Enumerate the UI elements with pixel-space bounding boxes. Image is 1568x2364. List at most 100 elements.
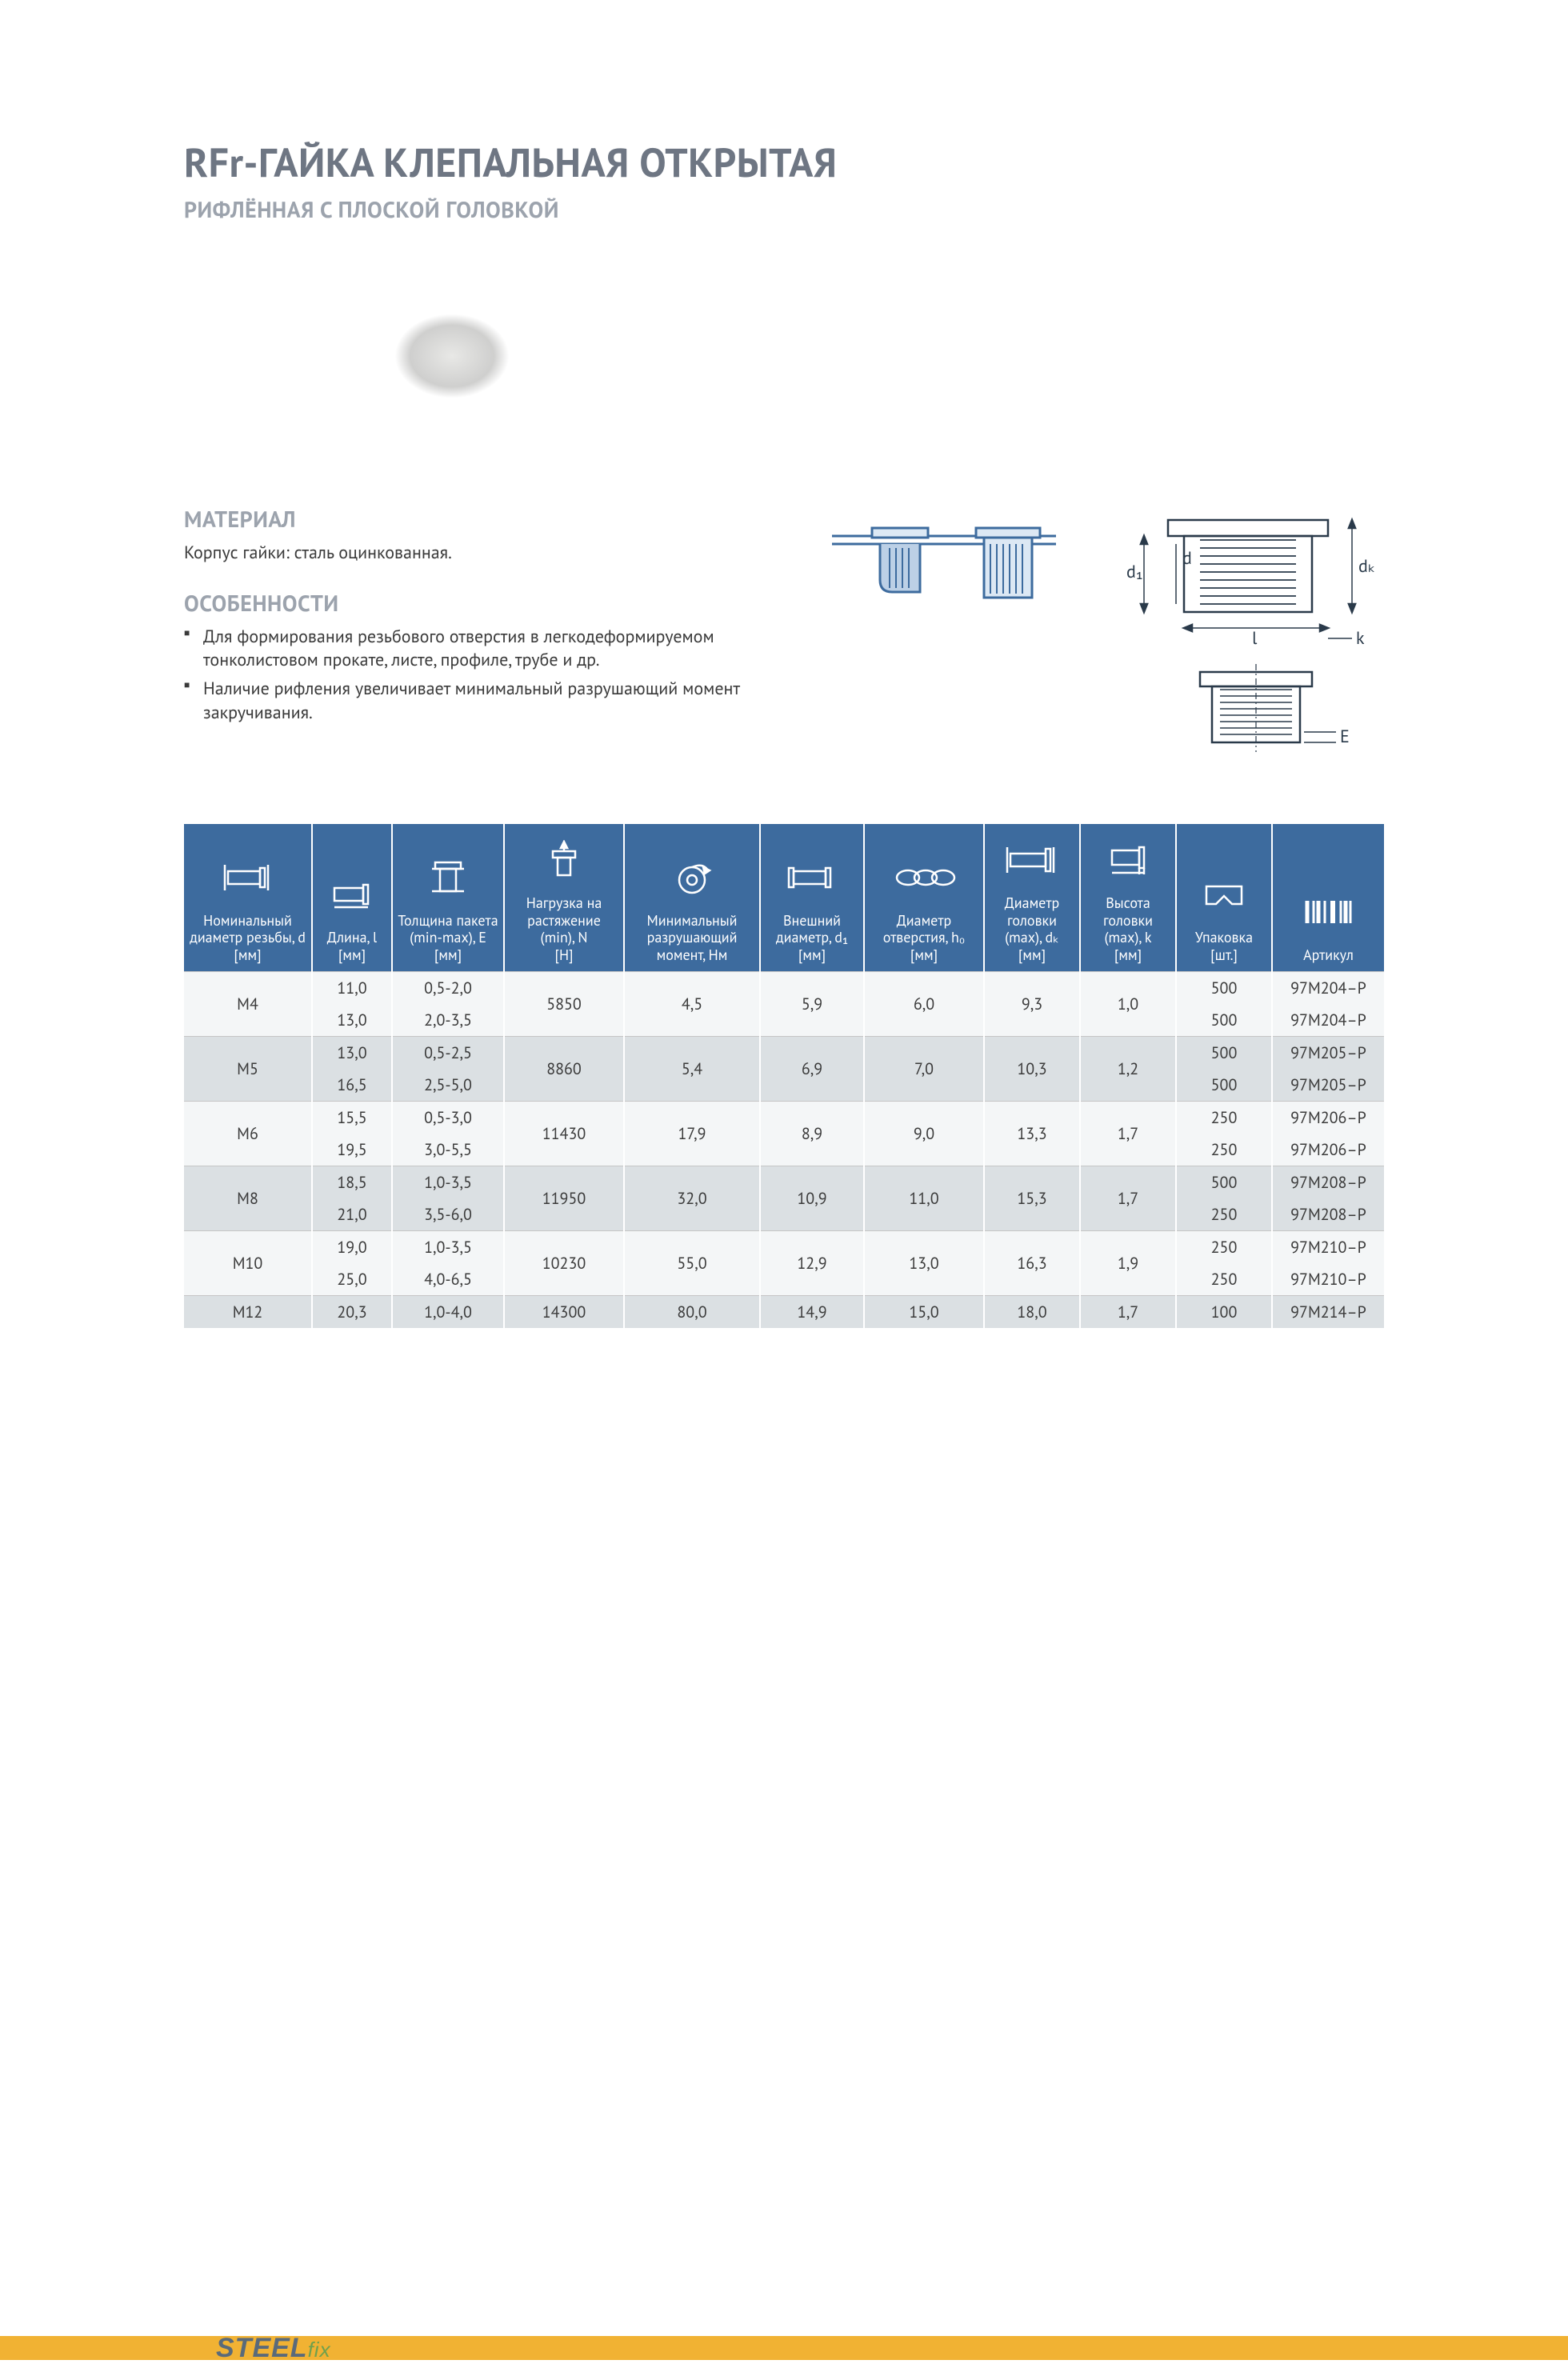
table-cell: 1,0-3,5 — [392, 1166, 504, 1199]
footer-bar: STEELfix — [0, 2336, 1568, 2360]
table-cell: 11950 — [504, 1166, 624, 1231]
table-row: M818,51,0-3,51195032,010,911,015,31,7500… — [184, 1166, 1384, 1199]
table-row: M1019,01,0-3,51023055,012,913,016,31,925… — [184, 1231, 1384, 1264]
table-cell: 11,0 — [864, 1166, 984, 1231]
table-cell: 1,7 — [1080, 1166, 1176, 1231]
table-cell: 19,5 — [312, 1134, 392, 1166]
table-cell: 10230 — [504, 1231, 624, 1296]
table-cell: 97M210–P — [1272, 1231, 1384, 1264]
table-cell: 4,0-6,5 — [392, 1263, 504, 1296]
dim-dk: dₖ — [1358, 555, 1375, 578]
table-header-cell: Артикул — [1272, 824, 1384, 972]
table-cell: 13,3 — [984, 1102, 1080, 1166]
header-icon — [510, 832, 618, 888]
table-cell: 1,0 — [1080, 972, 1176, 1037]
table-cell: 1,0-4,0 — [392, 1296, 504, 1329]
table-cell: 97M205–P — [1272, 1069, 1384, 1102]
table-cell: 17,9 — [624, 1102, 760, 1166]
header-icon — [870, 850, 978, 906]
table-header-cell: Внешний диаметр, d₁ [мм] — [760, 824, 864, 972]
table-cell: 6,0 — [864, 972, 984, 1037]
table-cell: 11430 — [504, 1102, 624, 1166]
table-cell: M12 — [184, 1296, 312, 1329]
table-cell: 0,5-2,0 — [392, 972, 504, 1005]
table-cell: 6,9 — [760, 1037, 864, 1102]
table-body: M411,00,5-2,058504,55,96,09,31,050097M20… — [184, 972, 1384, 1329]
feature-item: Наличие рифления увеличивает минимальный… — [184, 678, 744, 725]
header-icon — [1182, 866, 1266, 922]
table-cell: 8,9 — [760, 1102, 864, 1166]
dim-l: l — [1252, 627, 1258, 650]
header-icon — [318, 866, 386, 922]
table-cell: 0,5-3,0 — [392, 1102, 504, 1134]
table-header-row: Номинальный диаметр резьбы, d [мм]Длина,… — [184, 824, 1384, 972]
header-label: Диаметр головки (max), dₖ [мм] — [990, 894, 1074, 963]
table-cell: 11,0 — [312, 972, 392, 1005]
spec-table: Номинальный диаметр резьбы, d [мм]Длина,… — [184, 824, 1384, 1328]
header-icon — [1278, 884, 1379, 940]
table-cell: 4,5 — [624, 972, 760, 1037]
table-cell: 55,0 — [624, 1231, 760, 1296]
table-cell: 2,0-3,5 — [392, 1004, 504, 1037]
table-header-cell: Толщина пакета (min-max), E [мм] — [392, 824, 504, 972]
header-label: Внешний диаметр, d₁ [мм] — [766, 912, 858, 964]
table-cell: 97M208–P — [1272, 1166, 1384, 1199]
table-cell: 9,3 — [984, 972, 1080, 1037]
table-cell: 10,9 — [760, 1166, 864, 1231]
table-cell: 97M214–P — [1272, 1296, 1384, 1329]
table-cell: 97M205–P — [1272, 1037, 1384, 1070]
table-cell: 14300 — [504, 1296, 624, 1329]
features-list: Для формирования резьбового отверстия в … — [184, 626, 744, 726]
table-header-cell: Высота головки (max), k [мм] — [1080, 824, 1176, 972]
table-cell: 8860 — [504, 1037, 624, 1102]
table-cell: M6 — [184, 1102, 312, 1166]
table-cell: 250 — [1176, 1134, 1272, 1166]
table-row: M411,00,5-2,058504,55,96,09,31,050097M20… — [184, 972, 1384, 1005]
table-cell: 18,0 — [984, 1296, 1080, 1329]
table-cell: 250 — [1176, 1263, 1272, 1296]
table-cell: 1,2 — [1080, 1037, 1176, 1102]
table-cell: 500 — [1176, 1069, 1272, 1102]
table-cell: 250 — [1176, 1102, 1272, 1134]
info-row: МАТЕРИАЛ Корпус гайки: сталь оцинкованна… — [184, 504, 1384, 760]
table-cell: 13,0 — [312, 1037, 392, 1070]
table-cell: 1,7 — [1080, 1102, 1176, 1166]
header-label: Толщина пакета (min-max), E [мм] — [398, 912, 498, 964]
table-row: M1220,31,0-4,01430080,014,915,018,01,710… — [184, 1296, 1384, 1329]
table-cell: 500 — [1176, 1037, 1272, 1070]
table-cell: 1,0-3,5 — [392, 1231, 504, 1264]
feature-item: Для формирования резьбового отверстия в … — [184, 626, 744, 673]
material-text: Корпус гайки: сталь оцинкованная. — [184, 542, 744, 566]
dim-E: E — [1340, 726, 1350, 748]
header-label: Упаковка [шт.] — [1182, 929, 1266, 963]
table-header-cell: Нагрузка на растяжение (min), N [Н] — [504, 824, 624, 972]
table-cell: 97M210–P — [1272, 1263, 1384, 1296]
table-row: M615,50,5-3,01143017,98,99,013,31,725097… — [184, 1102, 1384, 1134]
table-cell: 97M206–P — [1272, 1102, 1384, 1134]
table-cell: M5 — [184, 1037, 312, 1102]
dim-d: d — [1182, 547, 1192, 570]
page-title: RFr-ГАЙКА КЛЕПАЛЬНАЯ ОТКРЫТАЯ — [184, 136, 1384, 188]
header-label: Диаметр отверстия, h₀ [мм] — [870, 912, 978, 964]
table-cell: 500 — [1176, 1166, 1272, 1199]
table-cell: 250 — [1176, 1198, 1272, 1231]
table-cell: 16,3 — [984, 1231, 1080, 1296]
table-cell: 20,3 — [312, 1296, 392, 1329]
table-header-cell: Минимальный разрушающий момент, Нм — [624, 824, 760, 972]
table-cell: 5,4 — [624, 1037, 760, 1102]
table-cell: 97M204–P — [1272, 1004, 1384, 1037]
header-label: Нагрузка на растяжение (min), N [Н] — [510, 894, 618, 963]
table-cell: 0,5-2,5 — [392, 1037, 504, 1070]
header-icon — [766, 850, 858, 906]
header-icon — [990, 832, 1074, 888]
table-cell: 14,9 — [760, 1296, 864, 1329]
table-cell: 19,0 — [312, 1231, 392, 1264]
table-cell: 3,5-6,0 — [392, 1198, 504, 1231]
page: RFr-ГАЙКА КЛЕПАЛЬНАЯ ОТКРЫТАЯ РИФЛЁННАЯ … — [0, 0, 1568, 1376]
table-cell: 97M208–P — [1272, 1198, 1384, 1231]
page-subtitle: РИФЛЁННАЯ С ПЛОСКОЙ ГОЛОВКОЙ — [184, 194, 1384, 224]
table-cell: 18,5 — [312, 1166, 392, 1199]
table-cell: 97M206–P — [1272, 1134, 1384, 1166]
header-icon — [630, 850, 754, 906]
features-heading: ОСОБЕННОСТИ — [184, 588, 744, 618]
